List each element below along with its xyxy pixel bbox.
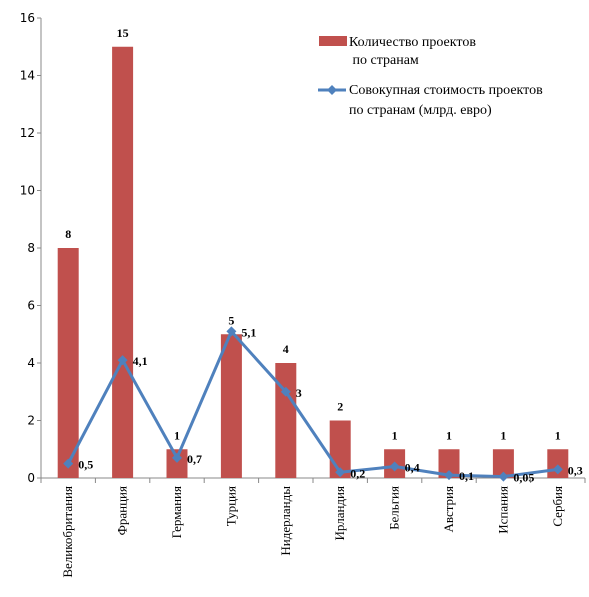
y-tick-label: 0 [27,471,35,485]
bar-value-label: 1 [555,428,561,442]
x-tick-label: Бельгия [387,486,402,530]
x-tick-label: Турция [223,486,238,526]
line-value-label: 0,7 [187,452,202,466]
bar-value-label: 1 [500,428,506,442]
line-value-label: 5,1 [241,325,256,339]
line-point [280,386,291,397]
bar [220,334,242,478]
y-tick-label: 14 [20,69,35,83]
line-value-label: 0,05 [513,471,534,485]
line-value-label: 3 [296,386,302,400]
x-tick-label: Великобритания [60,486,75,578]
legend: Количество проектов по странам Совокупная… [318,35,543,118]
line-point [498,471,509,482]
line-value-label: 4,1 [133,354,148,368]
legend-label-bar: по странам [349,53,419,68]
bar-value-label: 1 [174,428,180,442]
bar [275,363,297,478]
legend-marker-line [327,85,337,95]
x-tick-label: Нидерланды [278,486,293,556]
x-tick-label: Германия [169,486,184,538]
bar-series [57,46,569,478]
bar [492,449,514,478]
x-tick-label: Сербия [550,486,565,527]
bar [112,46,134,478]
line-point [226,326,237,337]
legend-label-bar: Количество проектов [349,35,476,50]
y-tick-label: 6 [27,299,35,313]
y-tick-label: 8 [27,241,35,255]
x-tick-label: Ирландия [332,486,347,541]
bar [57,248,79,478]
legend-label-line: Совокупная стоимость проектов [349,83,543,98]
line-point [63,458,74,469]
y-tick-label: 12 [20,126,35,140]
bar-value-label: 8 [65,227,71,241]
legend-label-line: по странам (млрд. евро) [349,103,492,118]
line-value-label: 0,5 [78,458,93,472]
line-path [66,329,558,479]
line-point [117,355,128,366]
bar [166,449,188,478]
bar-value-label: 4 [283,342,289,356]
y-tick-label: 10 [20,184,35,198]
line-value-label: 0,3 [568,463,583,477]
y-tick-label: 4 [27,356,35,370]
y-tick-label: 2 [27,414,35,428]
x-tick-label: Австрия [441,486,456,533]
bar-value-label: 15 [117,26,129,40]
x-tick-label: Франция [115,486,130,535]
line-point [552,464,563,475]
line-point [172,452,182,463]
line-series [63,326,563,482]
legend-swatch-bar [319,36,347,46]
line-point [444,470,454,481]
bar-value-label: 2 [337,400,343,414]
x-tick-label: Испания [495,486,510,534]
line-value-label: 0,1 [459,469,474,483]
bar-value-label: 1 [446,428,452,442]
line-value-label: 0,2 [350,466,365,480]
line-value-label: 0,4 [405,461,420,475]
y-tick-label: 16 [20,11,35,25]
bar [438,449,460,478]
line-point [335,467,346,478]
bar-value-label: 1 [392,428,398,442]
bar-value-label: 5 [228,313,234,327]
line-point [389,461,400,472]
